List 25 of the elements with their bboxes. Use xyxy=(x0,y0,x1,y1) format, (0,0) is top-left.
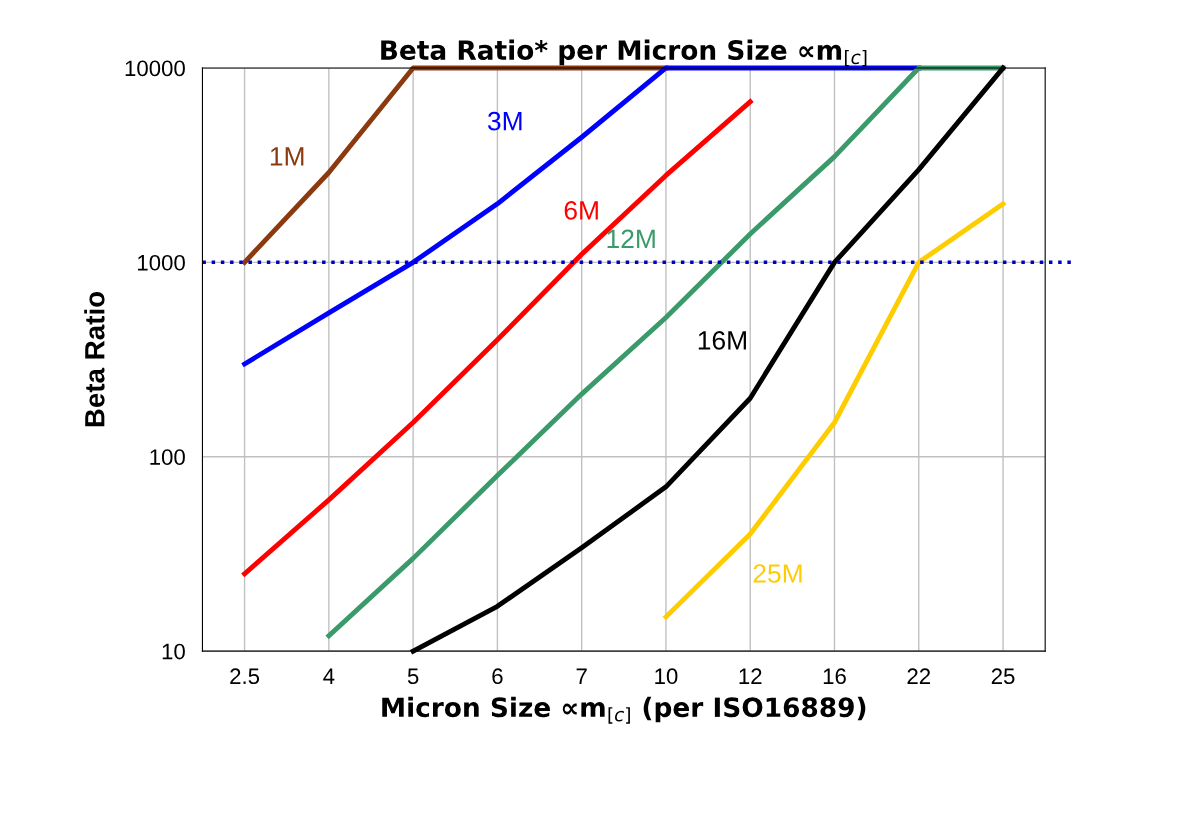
series-label: 1M xyxy=(270,147,304,166)
x-tick-label: 4 xyxy=(323,668,335,684)
y-axis-title: Beta Ratio xyxy=(84,291,105,427)
series-label: 6M xyxy=(564,201,598,220)
y-tick-label: 1000 xyxy=(138,254,185,271)
x-tick-label: 2.5 xyxy=(230,668,260,685)
x-tick-label: 22 xyxy=(907,668,931,684)
y-tick-label: 10 xyxy=(162,643,185,660)
text: 12M xyxy=(607,229,655,248)
y-tick-label: 10000 xyxy=(125,60,185,77)
x-tick-label: 10 xyxy=(655,668,678,685)
series-label: 3M xyxy=(487,111,522,131)
chart-title: Beta Ratio* per Micron Size ∝m$_{[c]}$ xyxy=(381,39,867,67)
x-tick-label: 25 xyxy=(991,668,1015,685)
x-tick-label: 7 xyxy=(576,668,587,684)
x-tick-label: 6 xyxy=(492,668,503,685)
line-series xyxy=(663,201,1006,620)
x-axis-title: Micron Size ∝m$_{[c]}$ (per ISO16889) xyxy=(382,696,866,724)
series-label: 25M xyxy=(753,564,802,583)
line-series xyxy=(242,99,753,577)
x-tick-label: 16 xyxy=(823,668,846,685)
x-tick-label: 12 xyxy=(739,668,762,684)
y-tick-label: 100 xyxy=(150,449,185,465)
series-label: 16M xyxy=(698,331,746,350)
x-tick-label: 5 xyxy=(407,668,419,685)
